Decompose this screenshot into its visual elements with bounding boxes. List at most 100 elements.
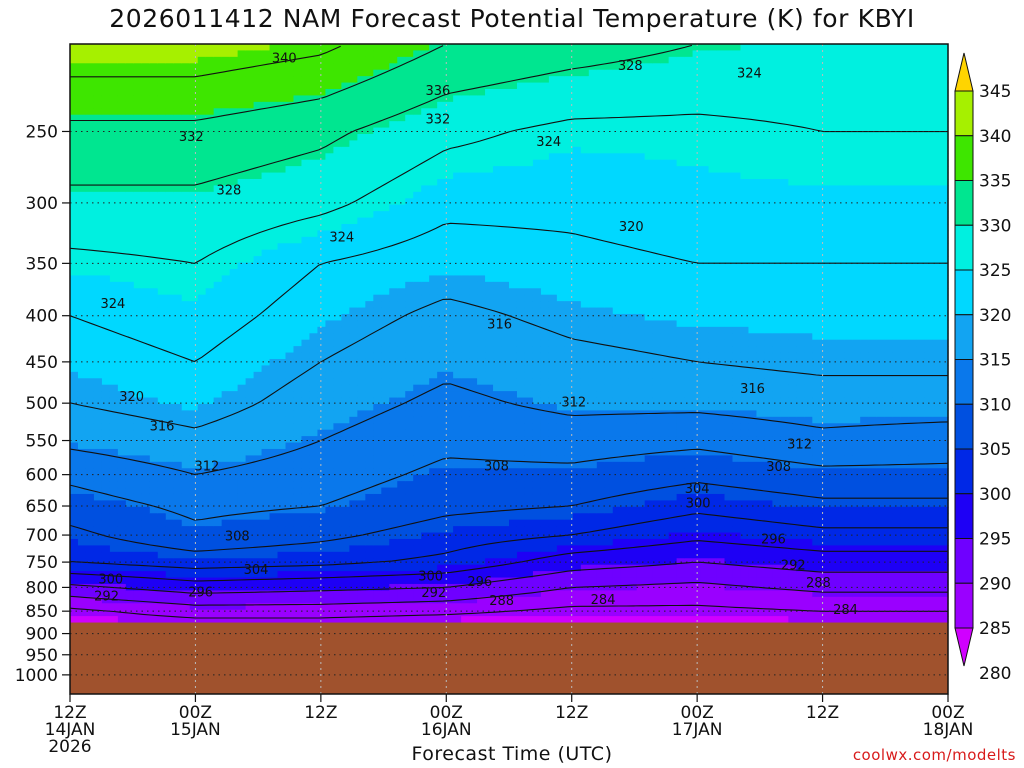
- theta-cell: [373, 583, 382, 591]
- theta-cell: [269, 571, 279, 579]
- theta-cell: [501, 358, 510, 367]
- theta-cell: [293, 89, 303, 97]
- theta-cell: [317, 89, 327, 97]
- theta-cell: [421, 513, 430, 521]
- theta-cell: [245, 108, 255, 116]
- theta-cell: [85, 461, 95, 469]
- theta-cell: [85, 69, 95, 77]
- theta-cell: [93, 577, 103, 585]
- theta-cell: [261, 127, 271, 135]
- theta-cell: [181, 121, 191, 129]
- theta-cell: [429, 89, 438, 97]
- theta-cell: [301, 577, 311, 585]
- theta-cell: [445, 249, 454, 257]
- theta-cell: [477, 339, 486, 347]
- theta-cell: [261, 249, 271, 257]
- theta-cell: [461, 416, 470, 424]
- theta-cell: [469, 140, 478, 148]
- theta-cell: [461, 532, 470, 540]
- theta-cell: [429, 378, 438, 386]
- theta-cell: [397, 243, 406, 251]
- theta-cell: [373, 371, 382, 379]
- theta-cell: [357, 493, 366, 501]
- theta-cell: [237, 223, 247, 232]
- theta-cell: [333, 288, 342, 296]
- theta-cell: [213, 506, 223, 514]
- theta-cell: [445, 127, 454, 135]
- theta-cell: [173, 455, 183, 463]
- theta-cell: [413, 358, 422, 367]
- theta-cell: [301, 423, 311, 431]
- theta-cell: [173, 481, 183, 489]
- theta-cell: [493, 371, 502, 379]
- theta-cell: [245, 256, 255, 264]
- theta-cell: [277, 301, 287, 309]
- theta-cell: [269, 275, 279, 283]
- theta-cell: [189, 352, 199, 360]
- theta-cell: [245, 603, 255, 611]
- theta-cell: [421, 301, 430, 309]
- theta-cell: [157, 320, 167, 328]
- theta-cell: [309, 172, 319, 180]
- theta-cell: [437, 577, 446, 585]
- theta-cell: [173, 487, 183, 495]
- theta-cell: [293, 294, 303, 302]
- theta-cell: [173, 288, 183, 296]
- theta-cell: [149, 249, 159, 257]
- theta-cell: [277, 211, 287, 219]
- theta-cell: [413, 448, 422, 456]
- theta-cell: [117, 223, 127, 232]
- theta-cell: [501, 500, 510, 508]
- theta-cell: [85, 243, 95, 251]
- theta-cell: [405, 609, 414, 617]
- theta-cell: [461, 346, 470, 354]
- theta-cell: [70, 384, 79, 392]
- theta-cell: [109, 365, 119, 373]
- theta-cell: [269, 532, 279, 540]
- theta-cell: [501, 95, 510, 103]
- theta-cell: [509, 185, 518, 193]
- theta-cell: [93, 596, 103, 604]
- theta-cell: [413, 371, 422, 379]
- theta-cell: [365, 153, 374, 161]
- theta-cell: [365, 577, 374, 585]
- theta-cell: [133, 532, 143, 540]
- theta-cell: [165, 82, 175, 90]
- theta-cell: [317, 146, 327, 154]
- theta-cell: [101, 108, 111, 116]
- theta-cell: [405, 63, 414, 71]
- theta-cell: [477, 378, 486, 386]
- theta-cell: [93, 403, 103, 412]
- theta-cell: [317, 108, 327, 116]
- theta-cell: [245, 243, 255, 251]
- theta-cell: [341, 564, 350, 572]
- theta-cell: [269, 442, 279, 450]
- theta-cell: [349, 481, 358, 489]
- theta-cell: [101, 513, 111, 521]
- theta-cell: [317, 288, 327, 296]
- theta-cell: [325, 185, 334, 193]
- theta-cell: [325, 545, 334, 553]
- theta-cell: [421, 609, 430, 617]
- theta-cell: [101, 223, 111, 232]
- theta-cell: [493, 333, 502, 341]
- theta-cell: [453, 76, 462, 84]
- theta-cell: [333, 590, 342, 598]
- theta-cell: [477, 526, 486, 534]
- theta-cell: [389, 506, 398, 514]
- theta-cell: [485, 590, 494, 598]
- theta-cell: [173, 371, 183, 379]
- theta-cell: [85, 442, 95, 450]
- theta-cell: [357, 526, 366, 534]
- theta-cell: [405, 577, 414, 585]
- theta-cell: [253, 236, 263, 244]
- theta-cell: [413, 603, 422, 611]
- theta-cell: [93, 551, 103, 559]
- theta-cell: [405, 371, 414, 379]
- theta-cell: [93, 590, 103, 598]
- theta-cell: [469, 217, 478, 225]
- theta-cell: [453, 378, 462, 386]
- theta-cell: [205, 590, 215, 598]
- theta-cell: [413, 333, 422, 341]
- theta-cell: [485, 532, 494, 540]
